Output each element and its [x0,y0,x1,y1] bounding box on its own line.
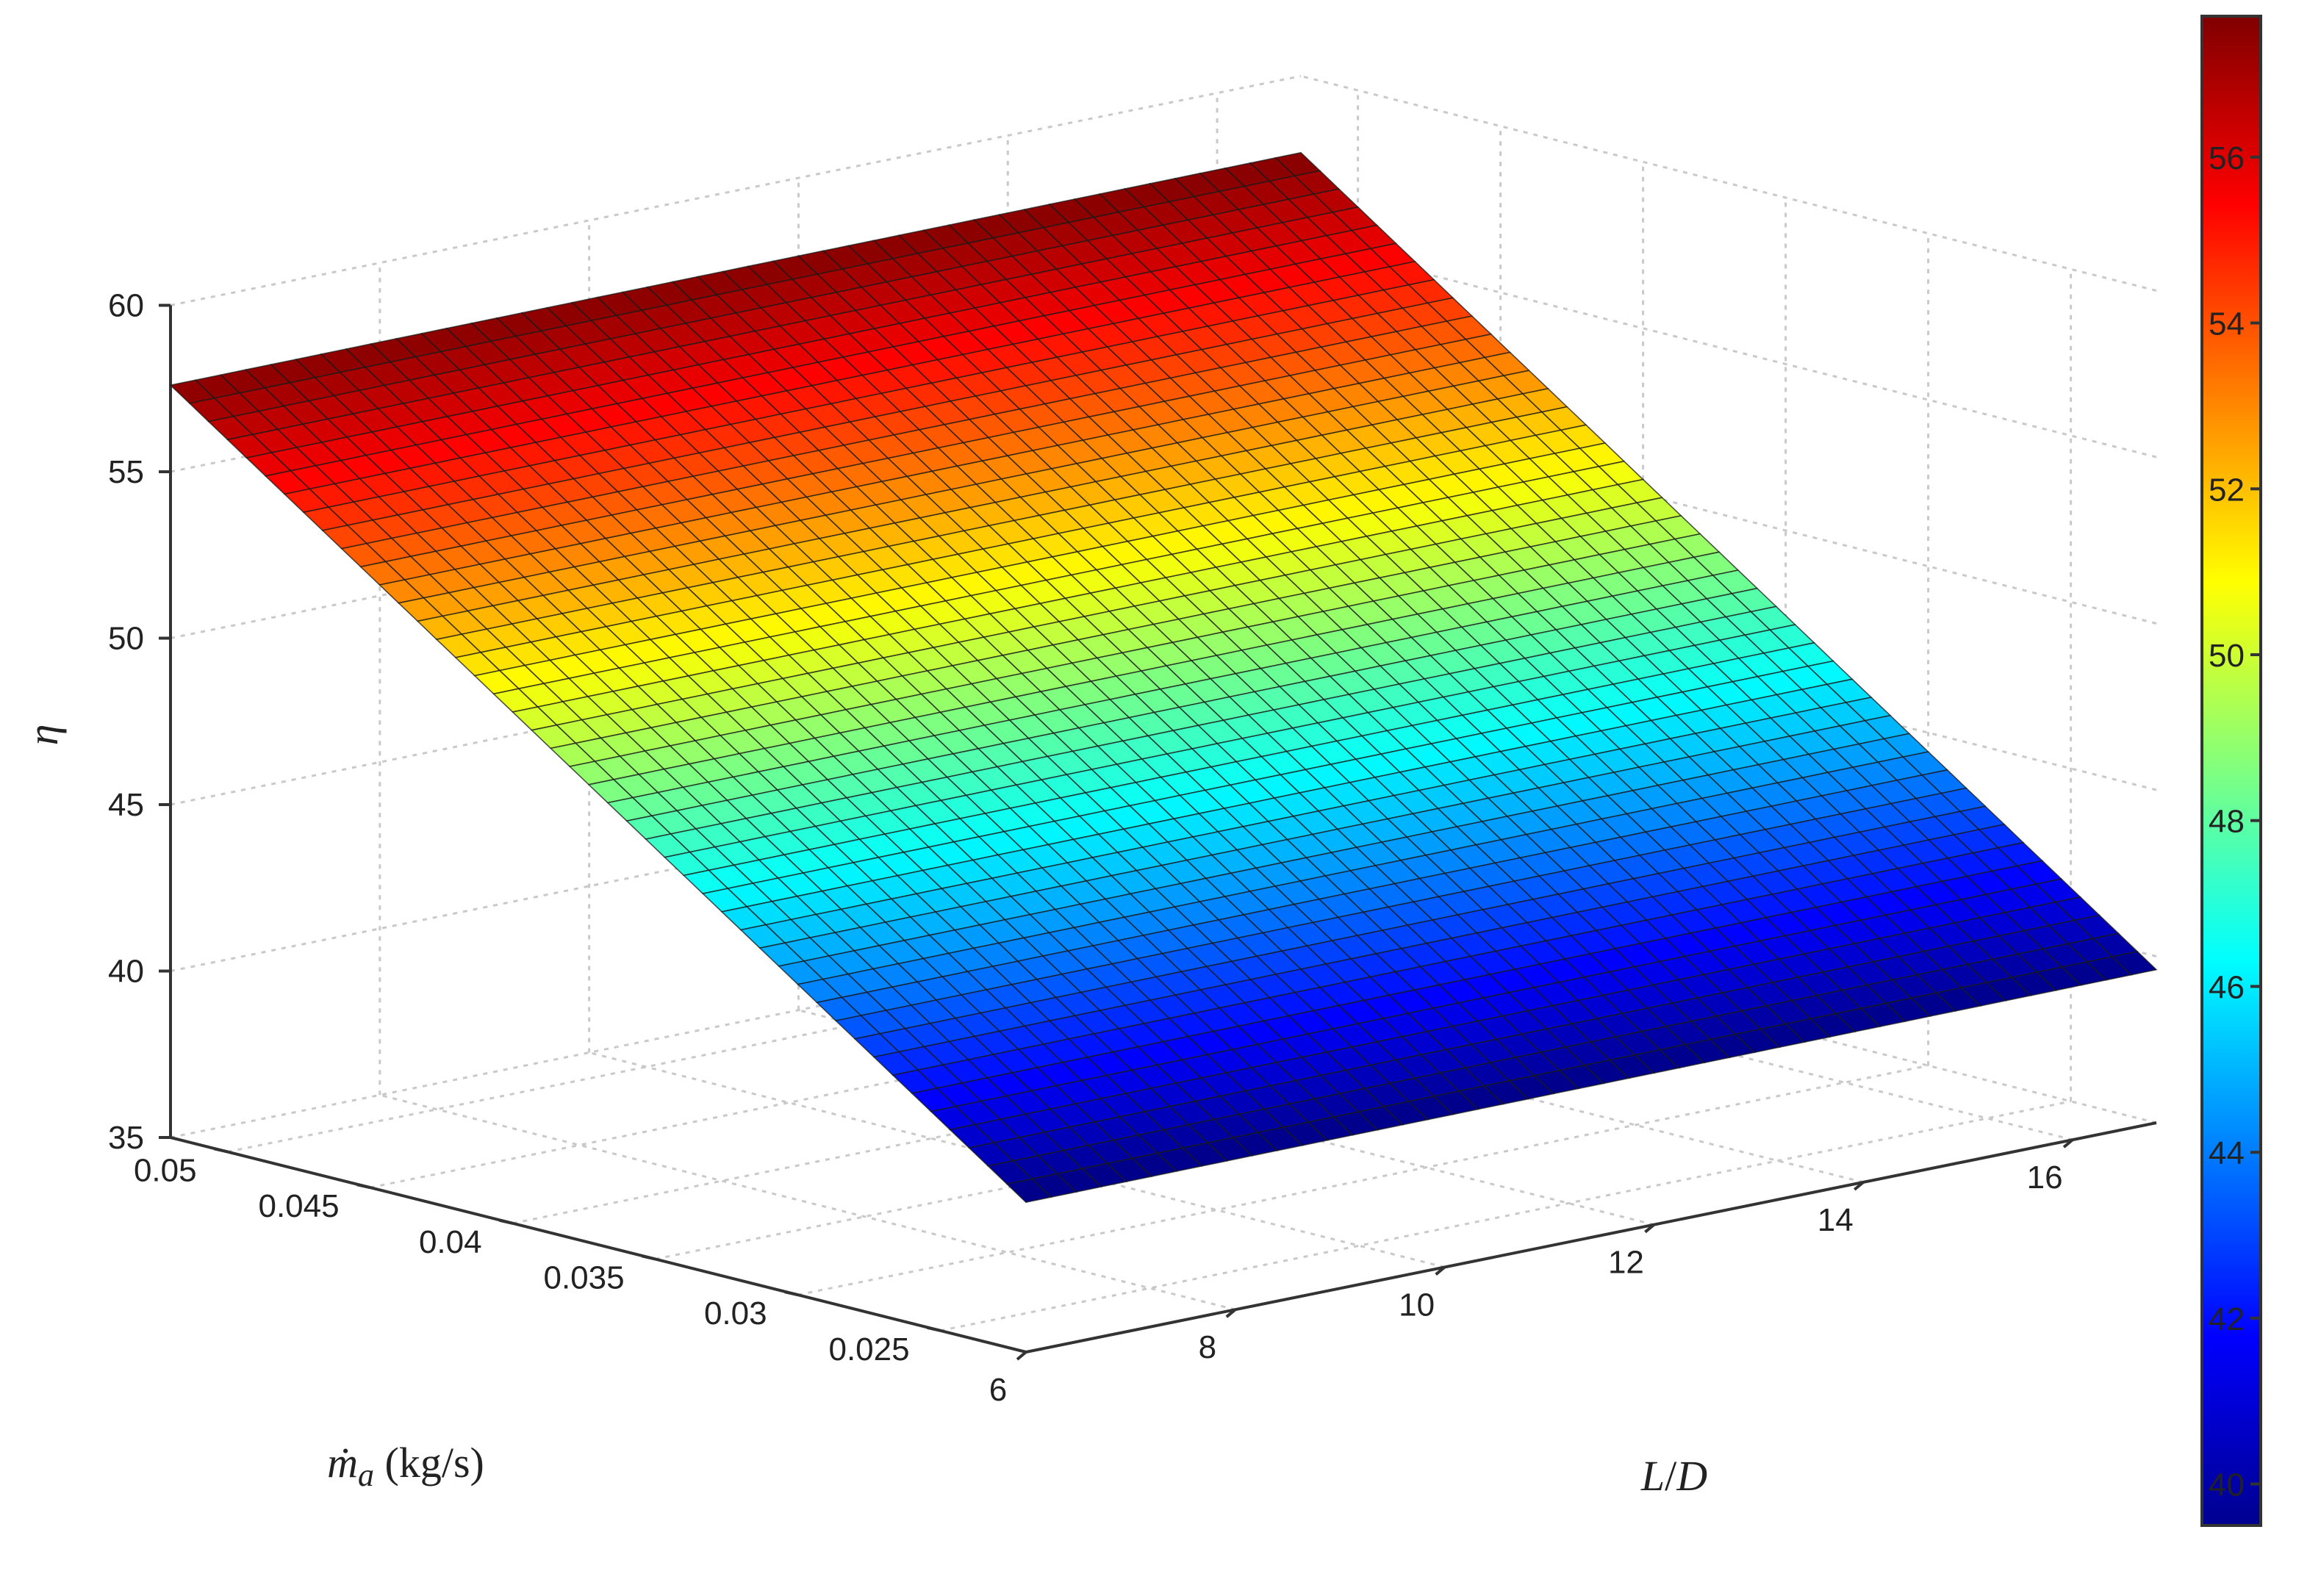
z-tick-label: 60 [108,288,144,324]
colorbar-tick-label: 46 [2209,969,2245,1005]
x-tick-label: 10 [1399,1287,1435,1323]
y-tick-mark [927,1326,941,1332]
colorbar-tick-label: 44 [2209,1135,2245,1171]
x-axis-ticks: 6 8 10 12 14 16 [989,1138,2074,1408]
z-tick-label: 50 [108,621,144,657]
x-tick-label: 6 [989,1372,1007,1408]
grid-line-side-z [1300,907,2157,1124]
colorbar-tick-label: 56 [2209,140,2245,176]
x-tick-mark [1853,1181,1865,1191]
y-axis-title-main: ṁ [327,1439,358,1487]
x-tick-mark [1435,1265,1446,1276]
grid-line-side-z [1300,75,2157,292]
colorbar-tick-label: 42 [2209,1301,2245,1337]
y-tick-mark [642,1254,656,1261]
y-axis-title-sub: a [358,1457,374,1493]
x-axis-title-part-d: D [1676,1452,1707,1500]
x-axis-title-part-slash: / [1665,1452,1677,1500]
y-axis-ticks: 0.025 0.03 0.035 0.04 0.045 0.05 [134,1147,941,1367]
colorbar: 40 42 44 46 48 50 52 54 56 [2200,15,2262,1527]
y-tick-label: 0.035 [543,1259,624,1295]
x-tick-mark [1225,1308,1237,1318]
colorbar-tick-label: 50 [2209,638,2245,674]
y-tick-mark [214,1147,229,1154]
x-tick-mark [2062,1138,2074,1149]
x-tick-mark [1644,1223,1655,1234]
x-axis-title-part-l: L [1640,1452,1665,1500]
x-tick-label: 16 [2027,1160,2063,1196]
grid-line-back-z [170,75,1302,306]
grid-line-floor-x [379,1093,1236,1311]
grid-line-floor-y [797,1064,1929,1296]
z-axis-ticks: 35 40 45 50 55 60 [108,288,171,1156]
x-tick-label: 14 [1818,1202,1854,1238]
y-tick-label: 0.045 [258,1188,339,1224]
z-tick-label: 35 [108,1120,144,1156]
y-tick-mark [356,1183,371,1190]
grid-line-side-z [1300,408,2157,625]
colorbar-tick-label: 48 [2209,804,2245,840]
y-axis-line [170,1136,1027,1354]
surface-mesh [169,151,2158,1204]
y-tick-label: 0.025 [828,1331,909,1367]
x-tick-mark [1016,1351,1027,1361]
grid-line-floor-x [798,1009,1654,1226]
surface-cell [2111,951,2158,976]
z-tick-label: 40 [108,954,144,990]
x-tick-label: 8 [1199,1329,1216,1365]
y-tick-label: 0.05 [134,1152,197,1188]
grid-line-floor-x [1216,924,2073,1141]
grid-line-side-z [1300,574,2157,791]
y-tick-mark [499,1218,514,1225]
y-tick-label: 0.03 [704,1295,767,1331]
z-tick-label: 45 [108,787,144,823]
y-axis-title: ṁa (kg/s) [327,1439,484,1493]
z-tick-label: 55 [108,454,144,490]
y-tick-label: 0.04 [419,1224,482,1260]
colorbar-gradient [2200,15,2262,1527]
colorbar-ticks: 40 42 44 46 48 50 52 54 56 [2209,140,2261,1503]
grid-line-floor-y [940,1100,2071,1332]
colorbar-tick-label: 54 [2209,306,2245,342]
colorbar-tick-label: 40 [2209,1467,2245,1503]
x-axis-title: L/D [1640,1452,1707,1500]
z-axis-title: η [19,725,67,746]
grid-line-floor-x [1007,966,1864,1184]
y-tick-mark [784,1290,799,1297]
axes [169,305,2157,1354]
grid-line-side-z [1300,241,2157,459]
grid-line-floor-x [589,1051,1445,1268]
x-tick-label: 12 [1608,1245,1644,1281]
x-axis-line [1025,1121,2157,1354]
colorbar-tick-label: 52 [2209,472,2245,508]
y-axis-title-units: (kg/s) [374,1439,484,1487]
